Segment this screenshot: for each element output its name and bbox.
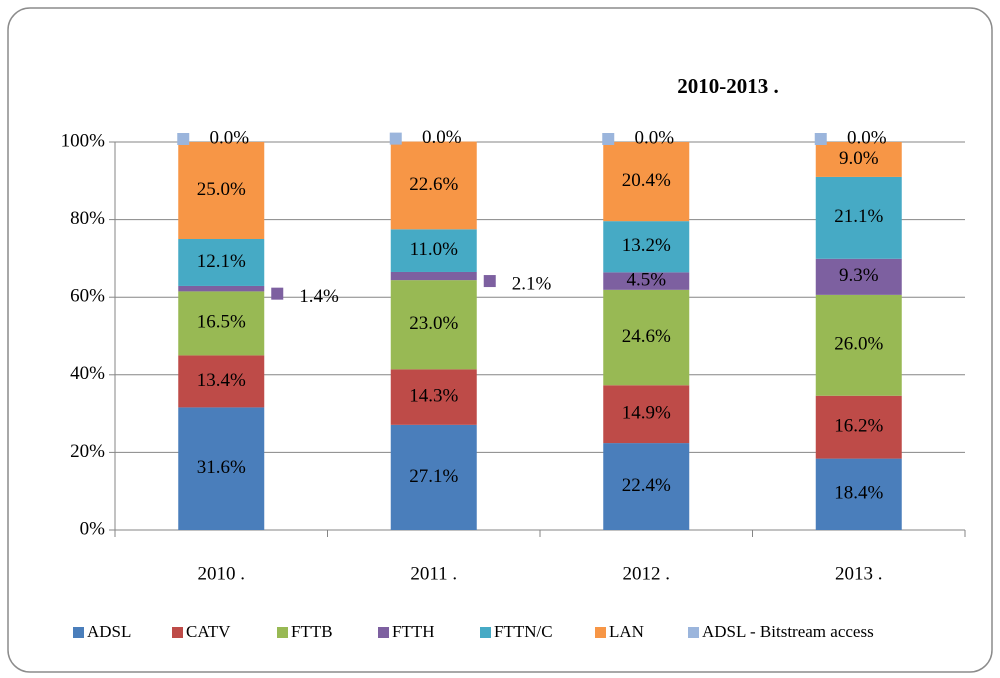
value-label: 23.0% xyxy=(409,313,458,334)
value-label: 13.2% xyxy=(622,235,671,256)
bar-segment xyxy=(178,142,265,239)
value-label: 14.3% xyxy=(409,385,458,406)
bar-segment xyxy=(178,291,265,356)
legend-swatch xyxy=(277,627,288,638)
legend-swatch xyxy=(595,627,606,638)
bar-segment xyxy=(815,176,902,259)
value-label: 9.0% xyxy=(839,148,879,169)
value-label: 11.0% xyxy=(410,239,459,260)
bar-segment xyxy=(390,271,477,281)
label-marker xyxy=(483,275,496,288)
bar-segment xyxy=(603,272,690,290)
label-marker xyxy=(389,132,402,145)
bar-segment xyxy=(815,258,902,295)
value-label: 1.4% xyxy=(299,286,339,307)
value-label: 14.9% xyxy=(622,403,671,424)
bar-segment xyxy=(178,239,265,286)
label-marker xyxy=(177,133,190,145)
bar-segment xyxy=(815,294,902,396)
bar-segment xyxy=(390,141,477,230)
legend-swatch xyxy=(172,627,183,638)
bar-segment xyxy=(390,424,477,530)
legend-label: CATV xyxy=(186,622,231,641)
bar-segment xyxy=(178,407,265,530)
bar-segment xyxy=(603,385,690,444)
bar-segment xyxy=(178,355,265,408)
x-tick-label: 2010 . xyxy=(198,563,246,584)
value-label: 12.1% xyxy=(197,251,246,272)
legend-label: FTTN/C xyxy=(494,622,553,641)
value-label: 0.0% xyxy=(209,127,249,148)
value-label: 24.6% xyxy=(622,326,671,347)
y-tick-label: 0% xyxy=(80,518,106,539)
y-tick-label: 80% xyxy=(70,208,105,229)
legend-swatch xyxy=(378,627,389,638)
bar-segment xyxy=(390,280,477,370)
bar-segment xyxy=(603,443,690,530)
legend-label: ADSL - Bitstream access xyxy=(702,622,874,641)
legend-label: LAN xyxy=(609,622,644,641)
y-tick-label: 60% xyxy=(70,286,105,307)
legend-label: ADSL xyxy=(87,622,131,641)
y-tick-label: 100% xyxy=(61,130,106,151)
value-label: 4.5% xyxy=(626,269,666,290)
legend-swatch xyxy=(688,627,699,638)
legend-swatch xyxy=(480,627,491,638)
x-tick-label: 2013 . xyxy=(835,563,883,584)
value-label: 22.4% xyxy=(622,475,671,496)
bar-segment xyxy=(603,289,690,386)
bar-segment xyxy=(390,369,477,425)
value-label: 22.6% xyxy=(409,174,458,195)
label-marker xyxy=(602,133,615,145)
chart-title: 2010-2013 . xyxy=(677,74,779,98)
y-tick-label: 40% xyxy=(70,363,105,384)
value-label: 0.0% xyxy=(847,127,887,148)
value-label: 20.4% xyxy=(622,170,671,191)
legend-label: FTTB xyxy=(291,622,333,641)
value-label: 0.0% xyxy=(634,127,674,148)
value-label: 16.2% xyxy=(834,416,883,437)
value-label: 18.4% xyxy=(834,483,883,504)
label-marker xyxy=(814,133,827,145)
value-label: 2.1% xyxy=(512,273,552,294)
bar-segment xyxy=(815,395,902,459)
x-tick-label: 2012 . xyxy=(623,563,671,584)
value-label: 26.0% xyxy=(834,334,883,355)
legend-swatch xyxy=(73,627,84,638)
bar-segment xyxy=(390,229,477,272)
bar-segment xyxy=(603,142,690,222)
bar-segment xyxy=(178,285,265,292)
bar-segment xyxy=(603,221,690,273)
x-tick-label: 2011 . xyxy=(410,563,457,584)
value-label: 0.0% xyxy=(422,127,462,148)
value-label: 31.6% xyxy=(197,457,246,478)
value-label: 16.5% xyxy=(197,312,246,333)
value-label: 9.3% xyxy=(839,265,879,286)
value-label: 25.0% xyxy=(197,179,246,200)
y-tick-label: 20% xyxy=(70,441,105,462)
bar-segment xyxy=(815,142,902,177)
value-label: 21.1% xyxy=(834,206,883,227)
value-label: 27.1% xyxy=(409,466,458,487)
label-marker xyxy=(271,287,284,300)
value-label: 13.4% xyxy=(197,370,246,391)
bar-segment xyxy=(815,458,902,530)
legend-label: FTTH xyxy=(392,622,435,641)
